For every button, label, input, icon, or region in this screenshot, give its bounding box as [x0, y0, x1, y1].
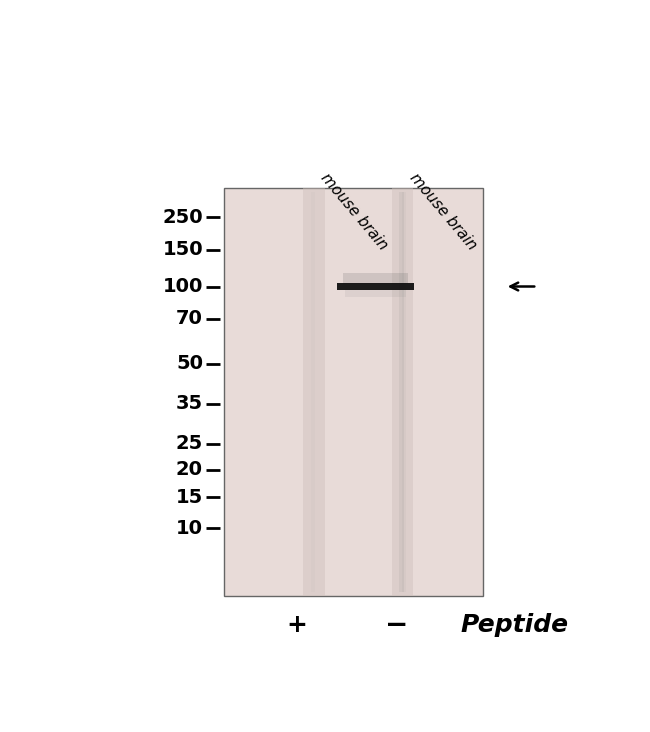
Text: −: − — [385, 611, 409, 639]
Text: 10: 10 — [176, 519, 203, 538]
Text: Peptide: Peptide — [460, 613, 568, 638]
Bar — [303, 188, 324, 596]
Text: 15: 15 — [176, 488, 203, 507]
Bar — [402, 192, 406, 592]
Text: 100: 100 — [162, 277, 203, 296]
Bar — [399, 192, 404, 592]
Text: 250: 250 — [162, 208, 203, 227]
Bar — [224, 188, 483, 596]
Text: 150: 150 — [162, 240, 203, 259]
Text: mouse brain: mouse brain — [406, 171, 479, 253]
Text: 20: 20 — [176, 460, 203, 479]
Bar — [311, 192, 315, 592]
Text: mouse brain: mouse brain — [318, 171, 391, 253]
Bar — [343, 274, 408, 284]
Bar — [344, 291, 406, 296]
Bar — [392, 188, 413, 596]
Bar — [337, 283, 414, 291]
Text: 25: 25 — [176, 434, 203, 453]
Text: 50: 50 — [176, 354, 203, 373]
Text: 35: 35 — [176, 394, 203, 413]
Text: +: + — [287, 613, 307, 638]
Text: 70: 70 — [176, 310, 203, 329]
